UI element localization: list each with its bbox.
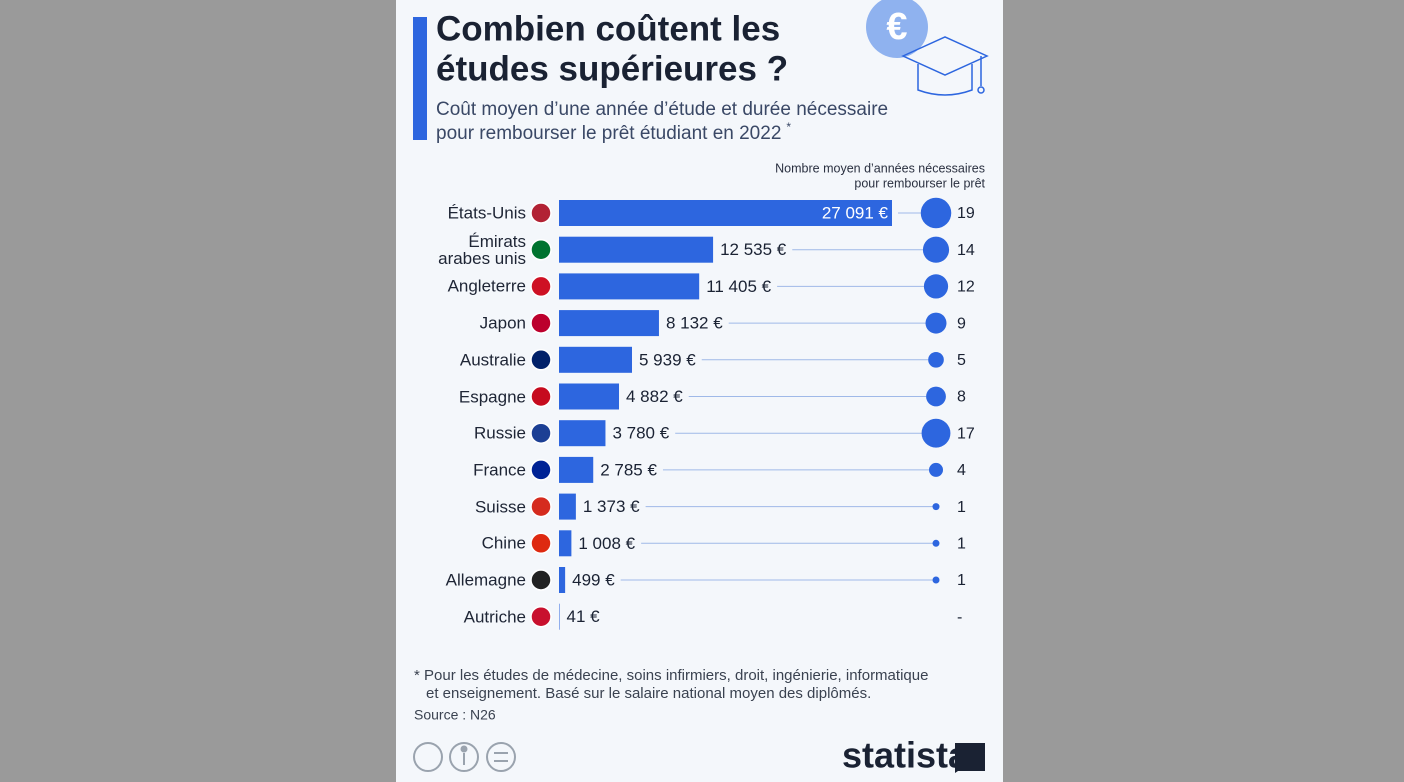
dot — [929, 462, 943, 477]
flag — [530, 459, 552, 481]
flag — [530, 605, 552, 628]
value-label: 8 132 € — [666, 314, 723, 333]
bar — [559, 236, 714, 263]
chart-title: Combien coûtent les — [436, 9, 780, 48]
value-label: 5 939 € — [639, 350, 696, 369]
flag — [530, 275, 552, 298]
icon: € — [866, 0, 989, 96]
dot — [925, 312, 947, 334]
flag — [530, 385, 552, 408]
category-label: Angleterre — [447, 276, 526, 296]
flag — [530, 238, 552, 261]
value-label: 27 091 € — [822, 203, 889, 222]
value-label: 499 € — [572, 570, 615, 589]
bar — [559, 530, 572, 557]
flag — [530, 532, 552, 555]
y2-label: pour rembourser le prêt — [854, 176, 985, 190]
category-label: Émirats arabes unis — [438, 231, 526, 268]
y2-label: Nombre moyen d’années nécessaires — [775, 161, 985, 175]
dot — [921, 418, 951, 448]
y2-value-label: 1 — [957, 572, 966, 589]
category-label: Suisse — [474, 497, 526, 517]
flag — [530, 569, 552, 591]
flag — [530, 312, 552, 334]
bar — [559, 493, 576, 520]
category-label: Japon — [479, 313, 526, 333]
dot — [920, 197, 952, 229]
brand: statista — [842, 735, 969, 776]
flag — [530, 422, 552, 444]
y2-value-label: 8 — [957, 389, 966, 406]
svg-text:€: € — [886, 6, 907, 48]
dot — [932, 503, 940, 511]
dot — [928, 351, 944, 368]
category-label: Chine — [481, 533, 526, 553]
value-label: 2 785 € — [600, 460, 657, 479]
title-accent — [413, 17, 427, 140]
y2-value-label: 5 — [957, 352, 966, 369]
value-label: 3 780 € — [612, 424, 669, 443]
source: Source : N26 — [414, 707, 496, 723]
bar — [559, 420, 606, 447]
footnote: et enseignement. Basé sur le salaire nat… — [426, 685, 871, 702]
y2-value-label: 9 — [957, 315, 966, 332]
panel — [396, 0, 1003, 782]
chart-subtitle: Coût moyen d’une année d’étude et durée … — [436, 99, 888, 120]
category-label: Australie — [459, 350, 526, 370]
y2-value-label: 12 — [957, 279, 975, 296]
value-label: 12 535 € — [720, 240, 787, 259]
dot — [932, 539, 940, 547]
category-label: États-Unis — [447, 203, 526, 223]
value-label: 1 373 € — [583, 497, 640, 516]
category-label: Allemagne — [445, 570, 526, 590]
chart-title: études supérieures ? — [436, 49, 788, 88]
bar — [559, 456, 594, 483]
bar — [559, 273, 700, 300]
bar — [559, 383, 620, 410]
y2-value-label: 4 — [957, 462, 966, 479]
y2-value-label: 19 — [957, 205, 975, 222]
y2-value-label: - — [957, 609, 962, 626]
y2-value-label: 17 — [957, 425, 975, 442]
value-label: 11 405 € — [706, 277, 771, 296]
dot — [922, 236, 950, 263]
y2-value-label: 1 — [957, 536, 966, 553]
license-icons — [413, 742, 516, 772]
bar — [559, 200, 892, 226]
bar — [559, 603, 560, 630]
flag — [530, 349, 552, 371]
dot — [923, 274, 949, 299]
bar — [559, 346, 633, 373]
category-label: Autriche — [463, 607, 526, 627]
dot — [932, 576, 940, 584]
category-label: Russie — [474, 423, 526, 443]
brand-logo — [955, 743, 985, 773]
flag — [530, 202, 552, 224]
subtitle-mark: * — [786, 120, 791, 134]
y2-value-label: 1 — [957, 499, 966, 516]
footnote: * Pour les études de médecine, soins inf… — [414, 667, 928, 684]
category-label: Espagne — [458, 387, 526, 406]
chart-subtitle: pour rembourser le prêt étudiant en 2022 — [436, 123, 781, 144]
y2-value-label: 14 — [957, 242, 975, 259]
flag — [530, 495, 552, 518]
category-label: France — [473, 460, 526, 480]
bar — [559, 310, 659, 337]
dot — [926, 386, 946, 407]
value-label: 1 008 € — [578, 534, 635, 553]
bar — [559, 567, 566, 593]
value-label: 41 € — [567, 607, 601, 626]
value-label: 4 882 € — [626, 387, 683, 406]
